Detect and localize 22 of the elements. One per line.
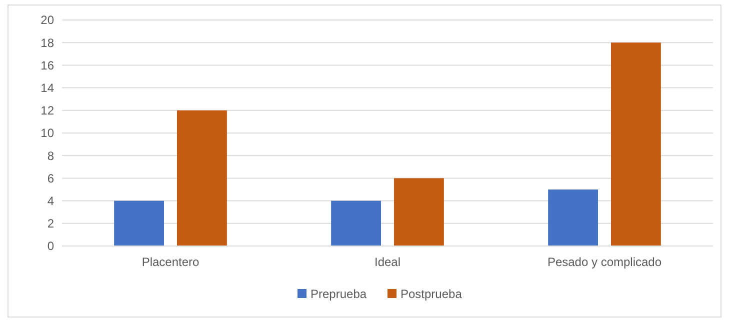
y-tick-label: 8: [47, 148, 54, 163]
x-tick-label: Placentero: [142, 255, 200, 269]
y-tick-label: 0: [47, 239, 54, 254]
bar: [548, 190, 598, 246]
y-tick-label: 12: [40, 104, 54, 118]
legend-label: Preprueba: [310, 287, 367, 302]
x-tick-label: Ideal: [374, 255, 401, 269]
y-tick-label: 20: [40, 13, 54, 28]
y-tick-label: 2: [47, 216, 54, 231]
bar: [177, 110, 227, 246]
y-tick-label: 4: [47, 194, 54, 208]
y-tick-label: 18: [40, 36, 54, 50]
y-tick-label: 6: [47, 171, 54, 186]
bar: [331, 200, 381, 246]
y-tick-label: 10: [40, 126, 54, 140]
bar: [611, 42, 661, 246]
legend-label: Postprueba: [400, 287, 462, 302]
y-tick-label: 14: [40, 81, 54, 95]
bar: [114, 200, 164, 246]
bar: [394, 178, 444, 246]
x-tick-label: Pesado y complicado: [547, 255, 662, 269]
y-tick-label: 16: [40, 58, 54, 72]
